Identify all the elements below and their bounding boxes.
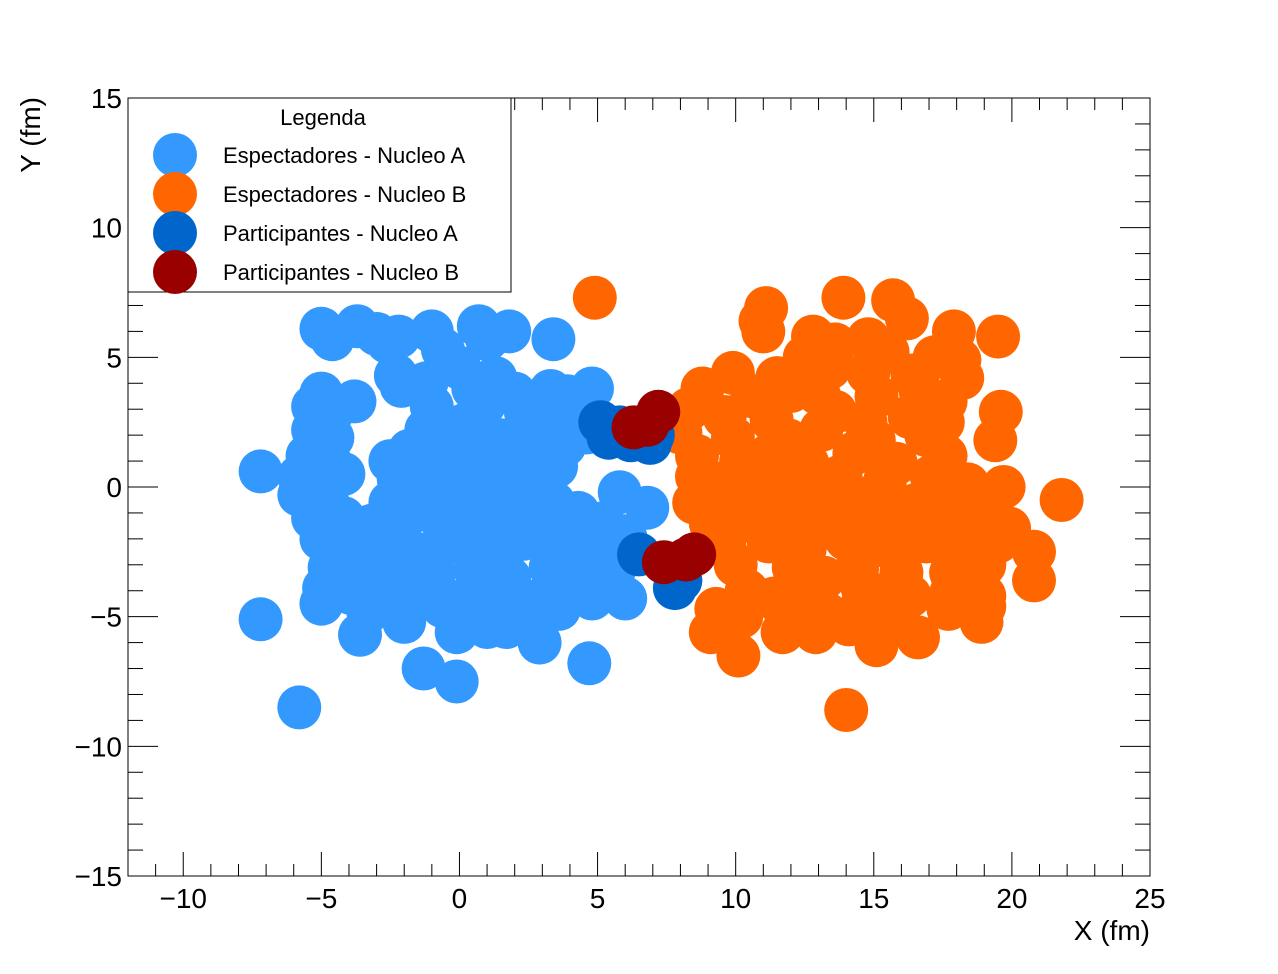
data-point <box>962 542 1007 587</box>
data-point <box>376 314 421 359</box>
data-point <box>821 275 866 320</box>
x-tick-label: 10 <box>720 883 751 914</box>
data-point <box>896 615 940 660</box>
data-point <box>238 597 283 642</box>
data-point <box>338 612 382 657</box>
data-point <box>376 542 421 587</box>
data-point <box>771 472 816 517</box>
data-point <box>531 317 576 362</box>
data-point <box>741 309 786 354</box>
y-tick-label: 15 <box>91 83 122 114</box>
data-point <box>382 599 427 644</box>
data-point <box>976 314 1021 359</box>
series-4-markers <box>611 389 717 585</box>
data-point <box>299 581 344 626</box>
data-point <box>636 389 681 434</box>
data-point <box>926 586 971 631</box>
data-markers <box>238 275 1084 732</box>
data-point <box>884 296 929 341</box>
y-axis-label: Y (fm) <box>15 97 46 173</box>
data-point <box>332 379 377 424</box>
y-axis: −15 −10 −5 0 5 10 15 <box>75 83 1150 892</box>
data-point <box>904 519 949 564</box>
legend-marker <box>153 250 197 294</box>
data-point <box>1012 558 1056 603</box>
series-2-markers <box>572 275 1084 732</box>
x-tick-label: 20 <box>996 883 1027 914</box>
data-point <box>973 418 1018 463</box>
data-point <box>793 610 838 655</box>
data-point <box>760 610 805 655</box>
data-point <box>434 659 479 704</box>
data-point <box>854 623 899 668</box>
data-point <box>501 516 545 561</box>
data-point <box>959 599 1004 644</box>
data-point <box>536 586 581 631</box>
legend-title: Legenda <box>280 105 366 130</box>
legend: Legenda Espectadores - Nucleo A Espectador… <box>127 97 512 294</box>
y-tick-label: −5 <box>90 602 122 633</box>
data-point <box>517 620 562 665</box>
x-tick-label: 0 <box>452 883 468 914</box>
series-1-markers <box>238 304 670 730</box>
data-point <box>1039 478 1084 522</box>
x-axis: −10 −5 0 5 10 15 20 25 <box>127 98 1166 914</box>
legend-marker <box>153 211 197 255</box>
data-point <box>672 532 717 577</box>
x-axis-label: X (fm) <box>1074 915 1150 946</box>
x-tick-label: −10 <box>159 883 207 914</box>
legend-entry-label: Espectadores - Nucleo B <box>223 182 466 207</box>
data-point <box>570 576 614 621</box>
data-point <box>603 576 648 621</box>
data-point <box>570 366 614 411</box>
data-point <box>716 633 761 678</box>
y-tick-label: −10 <box>75 731 123 762</box>
data-point <box>484 605 529 649</box>
data-point <box>572 275 617 320</box>
data-point <box>401 646 446 691</box>
y-tick-label: −15 <box>75 861 123 892</box>
data-point <box>487 309 532 354</box>
data-point <box>277 685 322 730</box>
data-point <box>799 407 844 452</box>
data-point <box>824 688 869 732</box>
y-tick-label: 0 <box>106 472 122 503</box>
y-tick-label: 10 <box>91 213 122 244</box>
data-point <box>238 449 283 494</box>
x-tick-label: 15 <box>858 883 889 914</box>
legend-entry-label: Espectadores - Nucleo A <box>223 143 465 168</box>
x-tick-label: −5 <box>305 883 337 914</box>
legend-entry-label: Participantes - Nucleo B <box>223 260 459 285</box>
legend-entry-label: Participantes - Nucleo A <box>223 221 458 246</box>
y-tick-label: 5 <box>106 342 122 373</box>
legend-marker <box>153 133 197 177</box>
legend-marker <box>153 172 197 216</box>
data-point <box>567 641 612 686</box>
x-tick-label: 25 <box>1134 883 1165 914</box>
x-tick-label: 5 <box>590 883 606 914</box>
